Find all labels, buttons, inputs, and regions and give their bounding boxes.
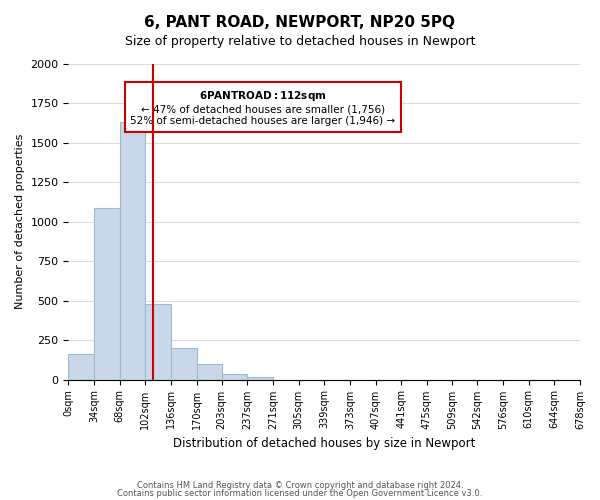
X-axis label: Distribution of detached houses by size in Newport: Distribution of detached houses by size … (173, 437, 475, 450)
Bar (197, 364, 221, 380)
Text: Size of property relative to detached houses in Newport: Size of property relative to detached ho… (125, 35, 475, 48)
Bar (145, 304, 171, 380)
Bar (247, 377, 273, 380)
Bar (120, 122, 145, 380)
Y-axis label: Number of detached properties: Number of detached properties (15, 134, 25, 310)
Bar (68, 354, 94, 380)
Bar (94, 208, 120, 380)
Text: 6, PANT ROAD, NEWPORT, NP20 5PQ: 6, PANT ROAD, NEWPORT, NP20 5PQ (145, 15, 455, 30)
Text: Contains HM Land Registry data © Crown copyright and database right 2024.: Contains HM Land Registry data © Crown c… (137, 481, 463, 490)
Bar (171, 348, 197, 380)
Bar (221, 374, 247, 380)
Text: $\bf{6 PANT ROAD: 112sqm}$
← 47% of detached houses are smaller (1,756)
52% of s: $\bf{6 PANT ROAD: 112sqm}$ ← 47% of deta… (130, 89, 395, 126)
Text: Contains public sector information licensed under the Open Government Licence v3: Contains public sector information licen… (118, 488, 482, 498)
